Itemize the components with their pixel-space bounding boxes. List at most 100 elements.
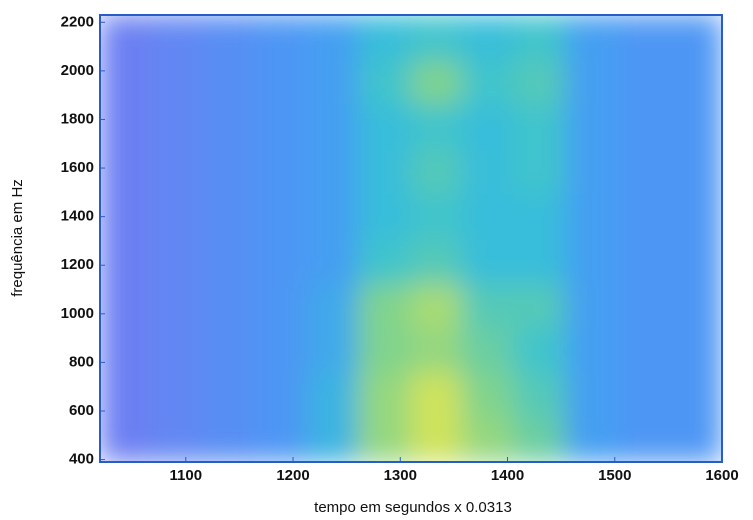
heat-cell <box>202 103 256 150</box>
heat-cell <box>254 193 308 239</box>
heat-cell <box>150 148 204 195</box>
heat-cell <box>202 193 256 239</box>
heat-cell <box>254 15 308 61</box>
heat-cell <box>565 148 619 195</box>
heat-cell <box>254 416 308 462</box>
heat-cell <box>461 327 515 374</box>
heat-cell <box>669 327 722 374</box>
heat-cell <box>100 372 152 418</box>
heat-cell <box>254 148 308 195</box>
heat-cell <box>565 327 619 374</box>
heat-cell <box>357 282 411 329</box>
heat-cell <box>617 103 671 150</box>
plot-frame <box>99 14 723 463</box>
heat-cell <box>565 59 619 105</box>
heat-cell <box>617 416 671 462</box>
y-axis-label: frequência em Hz <box>9 179 26 297</box>
heat-cell <box>669 15 722 61</box>
heat-cell <box>461 59 515 105</box>
heat-cell <box>100 59 152 105</box>
heat-cell <box>617 193 671 239</box>
heat-cell <box>513 327 567 374</box>
heat-cell <box>357 148 411 195</box>
y-tick-label: 600 <box>69 402 94 419</box>
heat-cell <box>254 103 308 150</box>
y-tick-label: 2000 <box>61 62 94 79</box>
heat-cell <box>202 327 256 374</box>
heat-cell <box>461 238 515 284</box>
heat-cell <box>565 372 619 418</box>
heat-cell <box>669 282 722 329</box>
heat-cell <box>100 148 152 195</box>
heat-cell <box>669 238 722 284</box>
heat-cell <box>565 103 619 150</box>
y-tick-label: 1600 <box>61 159 94 176</box>
heat-cell <box>461 193 515 239</box>
heat-cell <box>409 148 463 195</box>
heat-cell <box>461 148 515 195</box>
heat-cell <box>669 193 722 239</box>
y-tick-label: 800 <box>69 353 94 370</box>
heat-cell <box>617 372 671 418</box>
heat-cell <box>100 238 152 284</box>
heat-cell <box>669 59 722 105</box>
heat-cell <box>306 327 359 374</box>
heat-cell <box>150 282 204 329</box>
heat-cell <box>306 103 359 150</box>
heat-cell <box>669 372 722 418</box>
heat-cell <box>100 193 152 239</box>
heat-cell <box>617 59 671 105</box>
y-tick-label: 1800 <box>61 110 94 127</box>
x-tick-label: 1100 <box>170 467 203 484</box>
heat-cell <box>202 416 256 462</box>
y-tick-label: 1000 <box>61 305 94 322</box>
heat-cell <box>513 282 567 329</box>
heat-cell <box>461 15 515 61</box>
heat-cell <box>150 372 204 418</box>
heat-cell <box>669 148 722 195</box>
heat-cell <box>357 416 411 462</box>
x-tick-label: 1500 <box>598 467 631 484</box>
heat-cell <box>100 15 152 61</box>
heat-cell <box>357 15 411 61</box>
heat-cell <box>357 193 411 239</box>
x-axis-label: tempo em segundos x 0.0313 <box>314 499 512 516</box>
heat-cell <box>306 148 359 195</box>
heat-cell <box>409 15 463 61</box>
heat-cell <box>409 193 463 239</box>
heat-cell <box>306 372 359 418</box>
heat-cell <box>617 15 671 61</box>
y-tick-label: 1200 <box>61 256 94 273</box>
heat-cell <box>617 238 671 284</box>
heat-cell <box>565 416 619 462</box>
heat-cell <box>150 193 204 239</box>
y-tick-label: 400 <box>69 451 94 468</box>
heat-cell <box>409 282 463 329</box>
heat-cell <box>513 416 567 462</box>
heat-cell <box>565 193 619 239</box>
heat-cell <box>513 372 567 418</box>
heat-cell <box>617 282 671 329</box>
heat-cell <box>461 103 515 150</box>
heat-cell <box>202 15 256 61</box>
heat-cell <box>357 59 411 105</box>
x-tick-label: 1400 <box>491 467 524 484</box>
heat-cell <box>202 372 256 418</box>
heat-cell <box>409 59 463 105</box>
heat-cell <box>513 103 567 150</box>
y-tick-label: 2200 <box>61 13 94 30</box>
heat-cell <box>306 416 359 462</box>
heat-cell <box>617 148 671 195</box>
heat-cell <box>254 327 308 374</box>
heat-cell <box>409 327 463 374</box>
heat-cell <box>202 238 256 284</box>
heat-cell <box>254 372 308 418</box>
heat-cell <box>150 103 204 150</box>
heat-cell <box>513 59 567 105</box>
heat-cell <box>150 15 204 61</box>
heat-cell <box>565 238 619 284</box>
heat-cell <box>513 238 567 284</box>
heat-cell <box>669 416 722 462</box>
heat-cell <box>306 15 359 61</box>
